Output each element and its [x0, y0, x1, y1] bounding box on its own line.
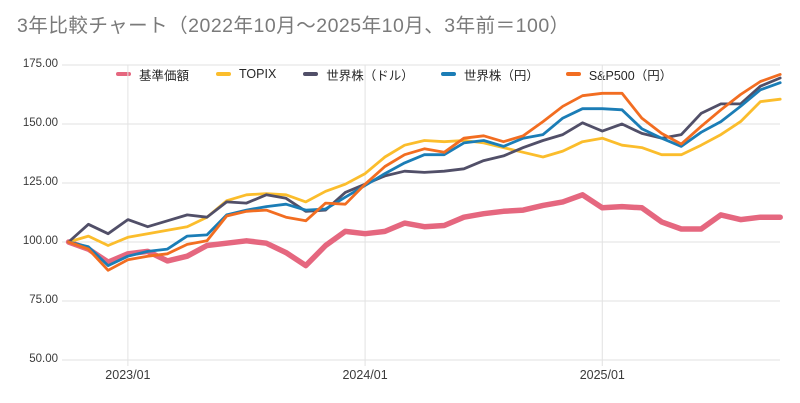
y-tick-label-50: 50.00: [29, 353, 58, 365]
y-tick-label-175: 175.00: [22, 58, 58, 70]
legend-item-sekaikabu-jpy: 世界株（円）: [440, 65, 539, 84]
legend-item-sekaikabu-usd: 世界株（ドル）: [303, 65, 414, 84]
chart-title: 3年比較チャート（2022年10月～2025年10月、3年前＝100）: [17, 15, 570, 37]
chart-line-topix: [67, 97, 782, 247]
legend-label-sp500-jpy: S&P500（円）: [588, 68, 673, 83]
legend-swatch-sekaikabu-usd: [303, 71, 319, 77]
legend-swatch-sp500-jpy: [565, 71, 581, 77]
x-tick-label-2023-01: 2023/01: [105, 368, 151, 382]
y-tick-label-100: 100.00: [22, 235, 58, 247]
legend-label-kijun-kagaku: 基準価額: [139, 68, 190, 83]
y-tick-label-75: 75.00: [29, 294, 58, 306]
legend-label-sekaikabu-jpy: 世界株（円）: [463, 68, 539, 83]
y-tick-label-150: 150.00: [22, 117, 58, 129]
legend-item-topix: TOPIX: [216, 67, 276, 81]
legend-label-sekaikabu-usd: 世界株（ドル）: [326, 68, 414, 83]
y-tick-label-125: 125.00: [22, 176, 58, 188]
legend-swatch-topix: [216, 71, 232, 77]
x-tick-label-2025-01: 2025/01: [579, 368, 625, 382]
chart-line-kijun-kagaku: [65, 192, 783, 269]
chart-line-sekaikabu-jpy: [67, 81, 782, 268]
x-tick-label-2024-01: 2024/01: [342, 368, 388, 382]
legend-label-topix: TOPIX: [239, 67, 277, 81]
legend-item-sp500-jpy: S&P500（円）: [565, 65, 673, 84]
chart-legend: 基準価額 TOPIX 世界株（ドル） 世界株（円） S&P500（円）: [116, 65, 673, 84]
legend-swatch-sekaikabu-jpy: [440, 71, 456, 77]
legend-swatch-kijun-kagaku: [116, 71, 131, 77]
legend-item-kijun-kagaku: 基準価額: [116, 65, 189, 84]
chart-line-sekaikabu-usd: [67, 76, 782, 244]
chart-line-sp500-jpy: [67, 73, 782, 272]
